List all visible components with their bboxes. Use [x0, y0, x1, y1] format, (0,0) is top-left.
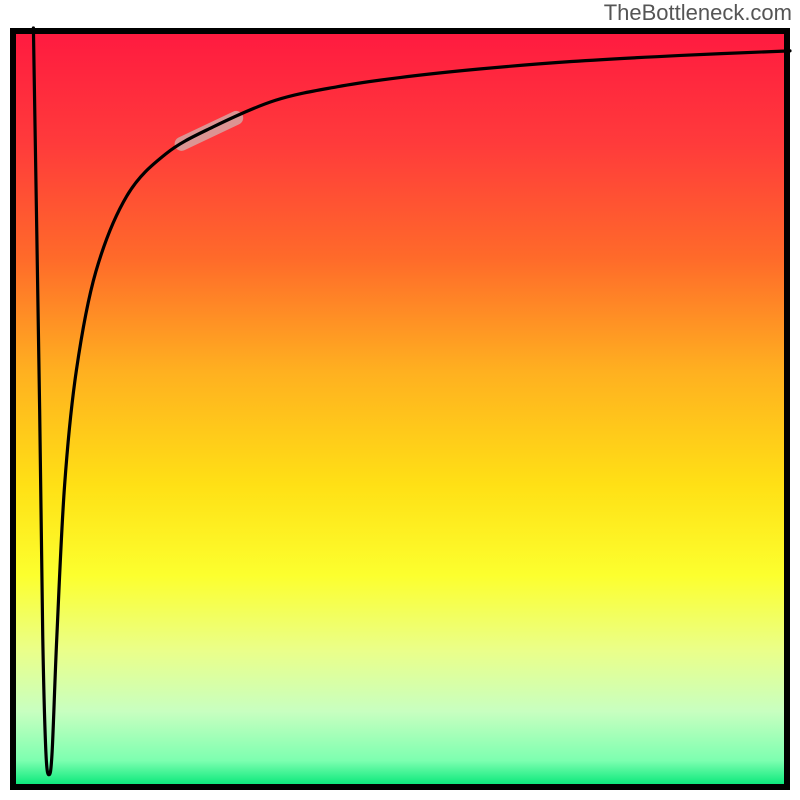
chart-root: TheBottleneck.com	[0, 0, 800, 800]
plot-svg	[0, 0, 800, 800]
gradient-background	[13, 31, 787, 787]
